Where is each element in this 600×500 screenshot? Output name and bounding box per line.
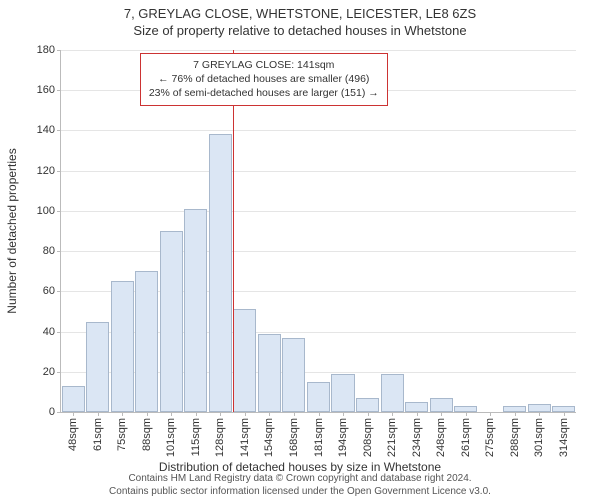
x-tick-label: 234sqm <box>411 418 423 457</box>
histogram-bar <box>356 398 379 412</box>
x-tick-label: 128sqm <box>214 418 226 457</box>
x-tick-mark <box>466 412 467 416</box>
x-tick-mark <box>343 412 344 416</box>
x-tick-mark <box>564 412 565 416</box>
x-tick-mark <box>294 412 295 416</box>
y-tick-label: 160 <box>37 84 55 96</box>
footer-line2: Contains public sector information licen… <box>0 485 600 498</box>
histogram-bar <box>62 386 85 412</box>
y-tick-mark <box>57 332 61 333</box>
y-tick-mark <box>57 251 61 252</box>
chart-titles: 7, GREYLAG CLOSE, WHETSTONE, LEICESTER, … <box>0 0 600 38</box>
x-tick-label: 48sqm <box>67 418 79 451</box>
gridline <box>61 251 576 252</box>
histogram-bar <box>111 281 134 412</box>
histogram-bar <box>331 374 354 412</box>
histogram-bar <box>233 309 256 412</box>
x-tick-label: 208sqm <box>362 418 374 457</box>
y-axis-label: Number of detached properties <box>5 148 19 313</box>
histogram-bar <box>258 334 281 412</box>
histogram-bar <box>135 271 158 412</box>
y-tick-label: 140 <box>37 124 55 136</box>
x-tick-mark <box>269 412 270 416</box>
x-tick-mark <box>319 412 320 416</box>
gridline <box>61 130 576 131</box>
y-tick-mark <box>57 211 61 212</box>
gridline <box>61 171 576 172</box>
histogram-bar <box>381 374 404 412</box>
y-tick-label: 20 <box>43 366 55 378</box>
gridline <box>61 211 576 212</box>
x-tick-label: 88sqm <box>141 418 153 451</box>
y-tick-label: 120 <box>37 165 55 177</box>
y-tick-label: 60 <box>43 285 55 297</box>
x-tick-mark <box>147 412 148 416</box>
y-tick-label: 40 <box>43 326 55 338</box>
x-tick-mark <box>515 412 516 416</box>
histogram-bar <box>282 338 305 412</box>
x-tick-label: 101sqm <box>165 418 177 457</box>
x-tick-label: 115sqm <box>190 418 202 456</box>
y-tick-mark <box>57 372 61 373</box>
y-tick-label: 180 <box>37 44 55 56</box>
histogram-bar <box>405 402 428 412</box>
x-tick-mark <box>539 412 540 416</box>
x-tick-mark <box>171 412 172 416</box>
footer-attribution: Contains HM Land Registry data © Crown c… <box>0 472 600 498</box>
x-tick-label: 275sqm <box>484 418 496 457</box>
x-tick-mark <box>98 412 99 416</box>
x-tick-mark <box>392 412 393 416</box>
x-tick-mark <box>417 412 418 416</box>
x-tick-label: 181sqm <box>313 418 325 457</box>
x-tick-label: 314sqm <box>558 418 570 457</box>
y-tick-label: 100 <box>37 205 55 217</box>
histogram-bar <box>184 209 207 412</box>
y-tick-mark <box>57 412 61 413</box>
title-address: 7, GREYLAG CLOSE, WHETSTONE, LEICESTER, … <box>0 6 600 21</box>
x-tick-label: 194sqm <box>337 418 349 457</box>
y-tick-label: 0 <box>49 406 55 418</box>
histogram-bar <box>209 134 232 412</box>
histogram-bar <box>528 404 551 412</box>
x-tick-mark <box>220 412 221 416</box>
y-tick-mark <box>57 291 61 292</box>
x-tick-label: 301sqm <box>533 418 545 457</box>
x-tick-label: 154sqm <box>263 418 275 457</box>
title-subtitle: Size of property relative to detached ho… <box>0 23 600 38</box>
annotation-box: 7 GREYLAG CLOSE: 141sqm← 76% of detached… <box>140 53 388 106</box>
plot-area: 02040608010012014016018048sqm61sqm75sqm8… <box>60 50 575 412</box>
x-tick-mark <box>441 412 442 416</box>
x-tick-label: 221sqm <box>386 418 398 457</box>
x-tick-label: 261sqm <box>460 418 472 457</box>
histogram-bar <box>86 322 109 413</box>
x-tick-mark <box>245 412 246 416</box>
histogram-bar <box>430 398 453 412</box>
histogram-bar <box>307 382 330 412</box>
x-tick-mark <box>368 412 369 416</box>
y-tick-mark <box>57 171 61 172</box>
histogram-bar <box>160 231 183 412</box>
y-tick-label: 80 <box>43 245 55 257</box>
annotation-line: 7 GREYLAG CLOSE: 141sqm <box>149 58 379 72</box>
x-tick-label: 288sqm <box>509 418 521 457</box>
footer-line1: Contains HM Land Registry data © Crown c… <box>0 472 600 485</box>
x-tick-mark <box>122 412 123 416</box>
x-tick-label: 75sqm <box>116 418 128 451</box>
x-tick-label: 141sqm <box>239 418 251 457</box>
x-tick-mark <box>490 412 491 416</box>
x-tick-mark <box>196 412 197 416</box>
x-tick-label: 61sqm <box>92 418 104 451</box>
x-tick-label: 248sqm <box>435 418 447 457</box>
x-tick-label: 168sqm <box>288 418 300 457</box>
y-tick-mark <box>57 90 61 91</box>
annotation-line: 23% of semi-detached houses are larger (… <box>149 86 379 100</box>
gridline <box>61 50 576 51</box>
x-tick-mark <box>73 412 74 416</box>
annotation-line: ← 76% of detached houses are smaller (49… <box>149 72 379 86</box>
y-tick-mark <box>57 50 61 51</box>
y-tick-mark <box>57 130 61 131</box>
